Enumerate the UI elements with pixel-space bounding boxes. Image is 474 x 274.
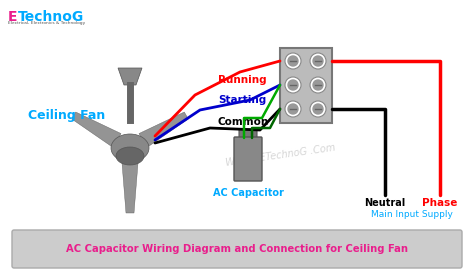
- Text: Main Input Supply: Main Input Supply: [371, 210, 453, 219]
- Text: Phase: Phase: [422, 198, 458, 208]
- Text: Common: Common: [218, 117, 269, 127]
- Text: WWW. ETechnoG .Com: WWW. ETechnoG .Com: [224, 142, 336, 168]
- Text: TechnoG: TechnoG: [18, 10, 84, 24]
- Text: Running: Running: [218, 75, 266, 85]
- Text: E: E: [8, 10, 18, 24]
- FancyBboxPatch shape: [234, 137, 262, 181]
- FancyBboxPatch shape: [12, 230, 462, 268]
- Circle shape: [310, 101, 326, 117]
- Circle shape: [310, 77, 326, 93]
- Circle shape: [313, 104, 323, 114]
- Polygon shape: [122, 163, 138, 213]
- Text: AC Capacitor Wiring Diagram and Connection for Ceiling Fan: AC Capacitor Wiring Diagram and Connecti…: [66, 244, 408, 254]
- Circle shape: [313, 56, 323, 66]
- Text: Electrical, Electronics & Technology: Electrical, Electronics & Technology: [8, 21, 85, 25]
- Circle shape: [285, 77, 301, 93]
- Circle shape: [285, 101, 301, 117]
- Text: AC Capacitor: AC Capacitor: [212, 188, 283, 198]
- Circle shape: [310, 53, 326, 69]
- Circle shape: [288, 56, 298, 66]
- Text: Ceiling Fan: Ceiling Fan: [28, 109, 105, 121]
- Circle shape: [288, 104, 298, 114]
- Circle shape: [288, 80, 298, 90]
- Text: Starting: Starting: [218, 95, 266, 105]
- FancyBboxPatch shape: [239, 129, 257, 141]
- Ellipse shape: [116, 147, 144, 165]
- Text: Neutral: Neutral: [365, 198, 406, 208]
- Polygon shape: [139, 112, 188, 147]
- Polygon shape: [72, 112, 121, 147]
- Polygon shape: [118, 68, 142, 85]
- Circle shape: [313, 80, 323, 90]
- Circle shape: [285, 53, 301, 69]
- FancyBboxPatch shape: [280, 48, 332, 123]
- Ellipse shape: [111, 134, 149, 162]
